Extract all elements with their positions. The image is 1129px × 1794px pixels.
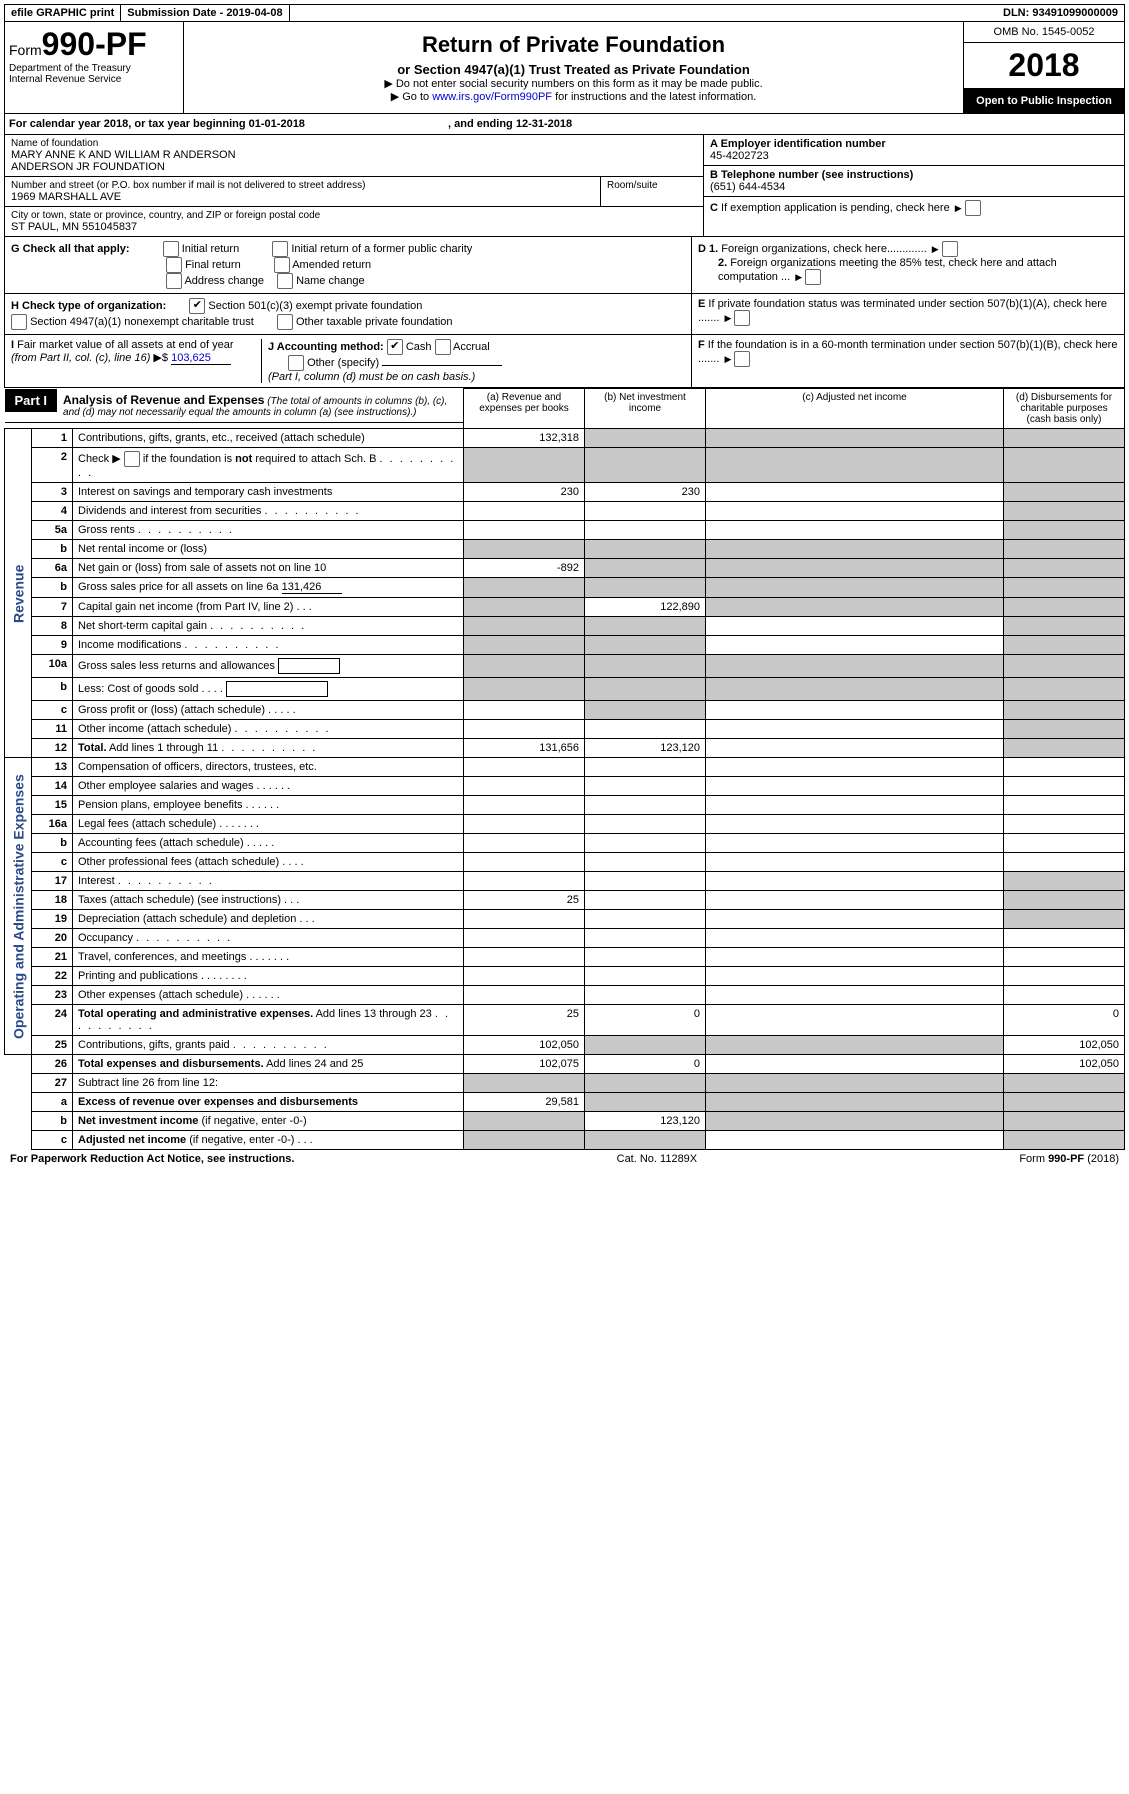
footer-right: Form 990-PF (2018) bbox=[1019, 1153, 1119, 1165]
hint-goto-pre: ▶ Go to bbox=[391, 91, 432, 103]
j-other-checkbox[interactable] bbox=[288, 355, 304, 371]
j-block: J Accounting method: Cash Accrual Other … bbox=[261, 339, 685, 383]
e-row: E If private foundation status was termi… bbox=[691, 294, 1124, 334]
room-label: Room/suite bbox=[607, 180, 697, 191]
e-checkbox[interactable] bbox=[734, 310, 750, 326]
g-initial-former-checkbox[interactable] bbox=[272, 241, 288, 257]
d1-checkbox[interactable] bbox=[942, 241, 958, 257]
hint-goto-post: for instructions and the latest informat… bbox=[552, 91, 756, 103]
city-state-zip: ST PAUL, MN 551045837 bbox=[11, 221, 697, 233]
submission-date: Submission Date - 2019-04-08 bbox=[121, 5, 289, 21]
form-header: Form990-PF Department of the Treasury In… bbox=[4, 22, 1125, 114]
f-checkbox[interactable] bbox=[734, 351, 750, 367]
c-checkbox[interactable] bbox=[965, 200, 981, 216]
instructions-link[interactable]: www.irs.gov/Form990PF bbox=[432, 91, 552, 103]
phone-value: (651) 644-4534 bbox=[710, 181, 1118, 193]
i-block: I Fair market value of all assets at end… bbox=[11, 339, 261, 383]
ein-label: A Employer identification number bbox=[710, 138, 1118, 150]
addr-label: Number and street (or P.O. box number if… bbox=[11, 180, 594, 191]
revenue-side-label: Revenue bbox=[5, 429, 32, 758]
dept-line1: Department of the Treasury bbox=[9, 63, 179, 74]
foundation-name-1: MARY ANNE K AND WILLIAM R ANDERSON bbox=[11, 149, 697, 161]
expenses-side-label: Operating and Administrative Expenses bbox=[5, 758, 32, 1055]
d1-label: D 1. Foreign organizations, check here..… bbox=[698, 241, 1118, 257]
dept-line2: Internal Revenue Service bbox=[9, 74, 179, 85]
efile-btn[interactable]: efile GRAPHIC print bbox=[5, 5, 121, 21]
checkboxes-section: G Check all that apply: Initial return I… bbox=[4, 237, 1125, 388]
col-d-header: (d) Disbursements for charitable purpose… bbox=[1004, 389, 1125, 429]
d2-label: 2. Foreign organizations meeting the 85%… bbox=[698, 257, 1118, 285]
city-label: City or town, state or province, country… bbox=[11, 210, 697, 221]
part1-tab: Part I bbox=[5, 389, 58, 412]
hint-ssn: ▶ Do not enter social security numbers o… bbox=[190, 77, 957, 90]
f-row: F If the foundation is in a 60-month ter… bbox=[691, 335, 1124, 387]
fmv-value[interactable]: 103,625 bbox=[171, 352, 231, 365]
form-number: 990-PF bbox=[42, 26, 147, 62]
open-inspection: Open to Public Inspection bbox=[964, 89, 1124, 113]
top-bar: efile GRAPHIC print Submission Date - 20… bbox=[4, 4, 1125, 22]
g-final-checkbox[interactable] bbox=[166, 257, 182, 273]
dln: DLN: 93491099000009 bbox=[997, 5, 1124, 21]
name-label: Name of foundation bbox=[11, 138, 697, 149]
ein-value: 45-4202723 bbox=[710, 150, 1118, 162]
g-name-checkbox[interactable] bbox=[277, 273, 293, 289]
g-amended-checkbox[interactable] bbox=[274, 257, 290, 273]
col-c-header: (c) Adjusted net income bbox=[706, 389, 1004, 429]
g-initial-checkbox[interactable] bbox=[163, 241, 179, 257]
g-address-checkbox[interactable] bbox=[166, 273, 182, 289]
h-label: H Check type of organization: bbox=[11, 300, 166, 312]
h-4947-checkbox[interactable] bbox=[11, 314, 27, 330]
street-address: 1969 MARSHALL AVE bbox=[11, 191, 594, 203]
g-label: G Check all that apply: bbox=[11, 243, 130, 255]
d2-checkbox[interactable] bbox=[805, 269, 821, 285]
c-label: C If exemption application is pending, c… bbox=[710, 202, 950, 214]
form-subtitle: or Section 4947(a)(1) Trust Treated as P… bbox=[190, 62, 957, 77]
j-cash-checkbox[interactable] bbox=[387, 339, 403, 355]
omb-number: OMB No. 1545-0052 bbox=[964, 22, 1124, 43]
footer-mid: Cat. No. 11289X bbox=[617, 1153, 698, 1165]
h-501c3-checkbox[interactable] bbox=[189, 298, 205, 314]
l2-checkbox[interactable] bbox=[124, 451, 140, 467]
col-b-header: (b) Net investment income bbox=[585, 389, 706, 429]
form-title: Return of Private Foundation bbox=[190, 32, 957, 58]
j-accrual-checkbox[interactable] bbox=[435, 339, 451, 355]
calendar-year-row: For calendar year 2018, or tax year begi… bbox=[4, 114, 1125, 135]
page-footer: For Paperwork Reduction Act Notice, see … bbox=[4, 1150, 1125, 1168]
h-other-checkbox[interactable] bbox=[277, 314, 293, 330]
foundation-name-2: ANDERSON JR FOUNDATION bbox=[11, 161, 697, 173]
footer-left: For Paperwork Reduction Act Notice, see … bbox=[10, 1153, 294, 1165]
entity-info: Name of foundation MARY ANNE K AND WILLI… bbox=[4, 135, 1125, 237]
tax-year: 2018 bbox=[964, 43, 1124, 89]
phone-label: B Telephone number (see instructions) bbox=[710, 169, 1118, 181]
col-a-header: (a) Revenue and expenses per books bbox=[464, 389, 585, 429]
part1-table: Part I Analysis of Revenue and Expenses … bbox=[4, 388, 1125, 1150]
form-prefix: Form bbox=[9, 42, 42, 58]
